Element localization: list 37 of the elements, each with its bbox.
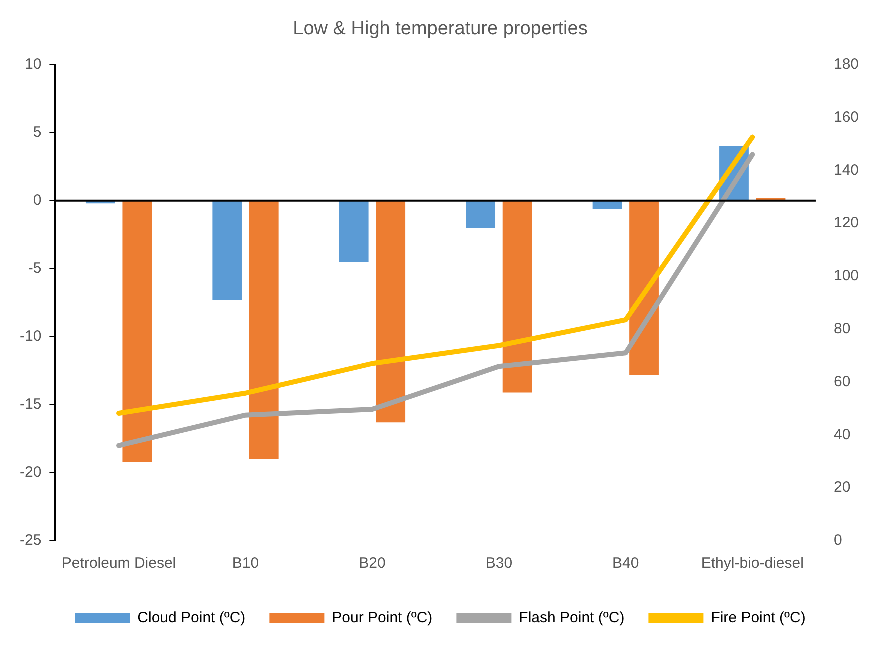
y2-tick-label: 160 (834, 108, 860, 126)
bar (122, 201, 152, 462)
y2-tick-label: 180 (834, 56, 860, 73)
y-tick-label: -15 (20, 396, 42, 414)
legend-label: Flash Point (ºC) (519, 610, 625, 627)
bar (212, 201, 242, 300)
y2-tick-label: 140 (834, 162, 860, 179)
x-tick-label: B10 (232, 555, 260, 572)
y2-tick-label: 100 (834, 268, 860, 285)
y-tick-label: 10 (24, 56, 42, 73)
y2-tick-label: 120 (834, 214, 860, 232)
y-tick-label: 5 (33, 124, 42, 141)
y-tick-label: -25 (20, 532, 42, 550)
bar (376, 201, 406, 423)
legend-label: Cloud Point (ºC) (138, 610, 246, 627)
legend-label: Fire Point (ºC) (711, 610, 806, 627)
bar (466, 201, 496, 228)
y2-tick-label: 80 (834, 320, 851, 338)
y-tick-label: -10 (20, 328, 42, 346)
bar (249, 201, 279, 460)
x-tick-label: B20 (359, 555, 386, 572)
y-tick-label: -5 (28, 260, 42, 278)
bar (502, 201, 532, 393)
bar (592, 201, 622, 210)
chart-title: Low & High temperature properties (293, 18, 588, 40)
y2-tick-label: 60 (834, 373, 851, 390)
y2-tick-label: 0 (834, 532, 842, 550)
y-tick-label: -20 (20, 464, 42, 482)
y2-tick-label: 20 (834, 479, 851, 496)
y-tick-label: 0 (33, 192, 42, 209)
legend-label: Pour Point (ºC) (332, 610, 433, 627)
x-tick-label: B30 (486, 555, 513, 572)
y2-tick-label: 40 (834, 426, 851, 444)
bar (339, 201, 369, 262)
x-tick-label: Petroleum Diesel (62, 555, 176, 572)
x-tick-label: B40 (612, 555, 640, 572)
x-tick-label: Ethyl-bio-diesel (701, 555, 804, 572)
